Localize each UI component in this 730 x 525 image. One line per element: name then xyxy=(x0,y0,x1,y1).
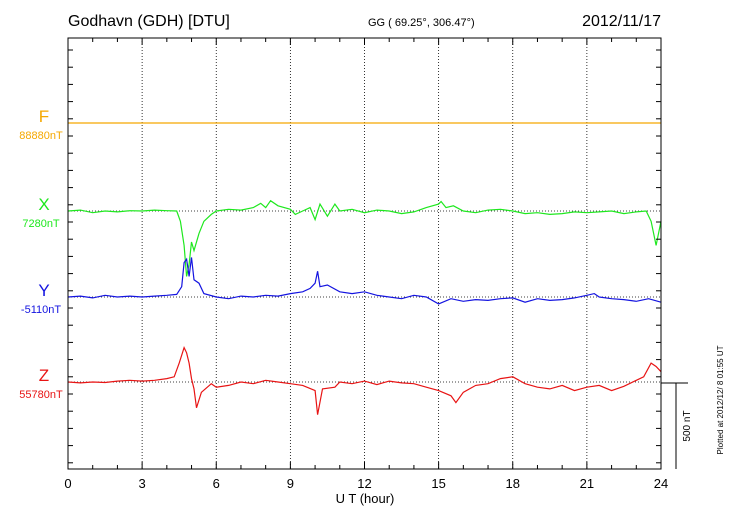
grid-lines xyxy=(141,38,588,469)
series-name-x: X xyxy=(38,195,49,214)
series-line-z xyxy=(67,345,662,415)
series-labels: F 88880nT X 7280nT Y -5110nT Z 55780nT xyxy=(19,107,63,401)
series-baseline-y: -5110nT xyxy=(21,304,61,316)
series-baseline-x: 7280nT xyxy=(22,218,60,230)
x-axis-label: U T (hour) xyxy=(336,491,395,506)
series-name-z: Z xyxy=(39,366,49,385)
station-title: Godhavn (GDH) [DTU] xyxy=(68,13,230,30)
x-tick-label: 15 xyxy=(431,476,445,491)
plotted-timestamp: Plotted at 2012/12/ 8 01:55 UT xyxy=(716,345,725,454)
series-baseline-f: 88880nT xyxy=(19,130,63,142)
coordinates-label: GG ( 69.25°, 306.47°) xyxy=(368,17,475,29)
series-line-y xyxy=(67,257,662,305)
scale-bar: 500 nT xyxy=(661,382,693,469)
series-name-f: F xyxy=(39,107,49,126)
series-baseline-z: 55780nT xyxy=(19,389,63,401)
x-tick-label: 12 xyxy=(357,476,371,491)
x-tick-labels: 0 3 6 9 12 15 18 21 24 xyxy=(64,476,668,491)
x-tick-label: 21 xyxy=(580,476,594,491)
x-tick-label: 3 xyxy=(139,476,146,491)
x-tick-label: 18 xyxy=(506,476,520,491)
date-label: 2012/11/17 xyxy=(582,13,661,30)
axis-ticks xyxy=(67,38,662,469)
series-line-x xyxy=(67,199,662,277)
series-traces xyxy=(67,122,662,415)
x-tick-label: 0 xyxy=(64,476,71,491)
scale-bar-label: 500 nT xyxy=(682,410,693,441)
series-name-y: Y xyxy=(38,281,49,300)
x-tick-label: 9 xyxy=(287,476,294,491)
x-tick-label: 24 xyxy=(654,476,668,491)
x-tick-label: 6 xyxy=(213,476,220,491)
